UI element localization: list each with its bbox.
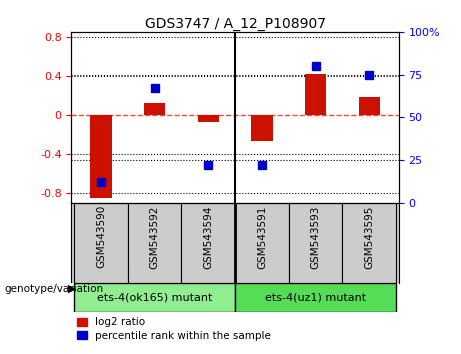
Legend: log2 ratio, percentile rank within the sample: log2 ratio, percentile rank within the s… [77,318,271,341]
Bar [182,203,235,283]
Bar [198,115,219,122]
Text: ▶: ▶ [68,284,77,293]
Text: ets-4(ok165) mutant: ets-4(ok165) mutant [97,292,213,303]
Bar [235,283,396,312]
Text: GSM543595: GSM543595 [364,205,374,269]
Bar [74,203,128,283]
Bar [235,203,289,283]
Text: GSM543594: GSM543594 [203,205,213,269]
Bar [74,283,235,312]
Text: ets-4(uz1) mutant: ets-4(uz1) mutant [265,292,366,303]
Bar [90,115,112,198]
Bar [128,203,182,283]
Bar [359,97,380,115]
Bar [251,115,272,141]
Text: GSM543591: GSM543591 [257,205,267,269]
Text: GSM543590: GSM543590 [96,205,106,268]
Text: genotype/variation: genotype/variation [5,284,104,293]
Bar [305,74,326,115]
Bar [289,203,343,283]
Text: GSM543592: GSM543592 [150,205,160,269]
Bar [144,103,165,115]
Bar [343,203,396,283]
Text: GSM543593: GSM543593 [311,205,320,269]
Title: GDS3747 / A_12_P108907: GDS3747 / A_12_P108907 [145,17,325,31]
